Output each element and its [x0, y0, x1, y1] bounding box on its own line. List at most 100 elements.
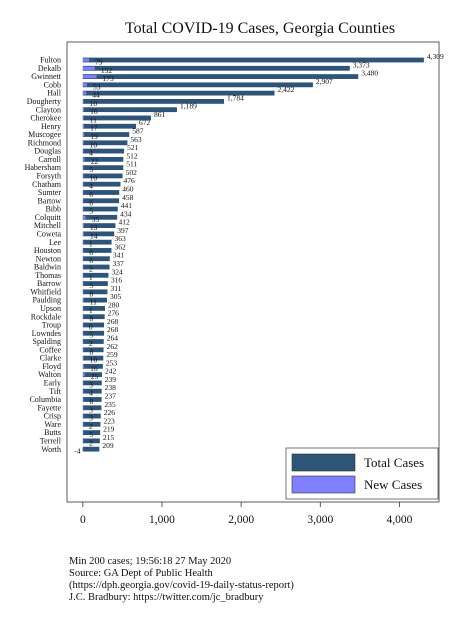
legend: Total Cases New Cases — [285, 447, 439, 500]
total-value-label: 476 — [124, 176, 136, 185]
category-label: Clayton — [36, 105, 61, 114]
category-label: Gwinnett — [31, 72, 62, 81]
new-value-label: 8 — [89, 397, 93, 406]
total-cases-bar — [82, 264, 110, 270]
total-cases-bar — [82, 223, 116, 228]
total-value-label: 434 — [120, 209, 131, 218]
total-value-label: 264 — [107, 334, 119, 343]
new-cases-bar — [82, 74, 97, 79]
total-value-label: 521 — [127, 143, 138, 152]
category-label: Floyd — [42, 362, 61, 371]
new-cases-bar — [82, 339, 84, 344]
x-tick-label: 0 — [80, 514, 86, 526]
new-cases-bar — [82, 447, 84, 451]
new-cases-bar — [82, 207, 84, 211]
new-value-label: 5 — [89, 430, 93, 439]
total-cases-bar — [82, 156, 124, 162]
new-cases-bar — [82, 124, 85, 128]
new-cases-bar — [82, 190, 84, 195]
new-value-label: 16 — [90, 107, 98, 116]
total-cases-bar — [82, 397, 102, 402]
total-value-label: 460 — [122, 184, 134, 193]
new-value-label: 8 — [89, 347, 93, 356]
plot-frame — [66, 41, 440, 503]
total-value-label: 262 — [107, 342, 119, 351]
total-cases-bar — [82, 82, 313, 88]
new-value-label: 2 — [89, 265, 93, 274]
chart-notes: Min 200 cases; 19:56:18 27 May 2020 Sour… — [69, 556, 294, 604]
new-cases-bar — [82, 224, 84, 228]
category-label: Tift — [49, 387, 61, 396]
new-cases-bar — [82, 182, 84, 186]
total-value-label: 316 — [111, 276, 123, 285]
category-label: Newton — [36, 254, 61, 263]
new-value-label: 4 — [89, 149, 93, 158]
total-cases-bar — [82, 65, 350, 71]
new-value-label: 1 — [89, 240, 93, 249]
category-label: Fulton — [40, 56, 61, 65]
total-cases-bar — [82, 206, 118, 212]
category-label: Coweta — [37, 229, 62, 238]
new-cases-bar — [82, 240, 84, 244]
total-cases-bar — [82, 248, 112, 253]
new-cases-bar — [82, 91, 87, 95]
total-value-label: 280 — [108, 300, 120, 309]
total-value-label: 3,480 — [361, 69, 378, 78]
new-value-label: 5 — [89, 165, 93, 174]
total-value-label: 412 — [118, 218, 130, 227]
total-cases-bar — [82, 380, 102, 386]
total-cases-bar — [82, 214, 118, 220]
total-value-label: 242 — [105, 367, 117, 376]
total-cases-bar — [82, 74, 359, 79]
total-value-label: 397 — [117, 226, 129, 235]
new-cases-bar — [82, 174, 84, 178]
category-label: Henry — [41, 122, 61, 131]
total-cases-bar — [82, 355, 104, 361]
total-value-label: 311 — [110, 284, 121, 293]
total-value-label: 458 — [122, 193, 134, 202]
new-value-label: 2 — [89, 438, 93, 447]
new-value-label: 22 — [91, 157, 99, 166]
new-cases-bar — [82, 364, 85, 368]
total-cases-bar — [82, 421, 101, 427]
total-cases-bar — [82, 314, 105, 320]
new-cases-bar — [82, 257, 84, 261]
new-value-label: 3 — [89, 414, 93, 423]
new-value-label: 16 — [90, 364, 98, 373]
category-label: Hall — [47, 89, 62, 98]
new-cases-bar — [82, 66, 95, 70]
new-cases-bar — [82, 141, 84, 145]
new-cases-bar — [82, 157, 85, 161]
total-cases-bar — [82, 289, 108, 295]
total-value-label: 441 — [121, 201, 133, 210]
total-cases-bar — [82, 372, 102, 378]
new-value-label: 44 — [92, 91, 100, 100]
category-label: Early — [44, 379, 61, 388]
new-cases-bar — [82, 315, 84, 319]
category-label: Mitchell — [34, 221, 62, 230]
total-value-label: 268 — [107, 325, 119, 334]
category-label: Carroll — [38, 155, 61, 164]
new-cases-bar — [82, 149, 84, 153]
new-cases-bar — [82, 281, 84, 286]
total-value-label: 512 — [126, 151, 137, 160]
category-label: Bibb — [45, 205, 61, 214]
total-value-label: 1,784 — [227, 93, 244, 102]
new-cases-bar — [82, 132, 85, 137]
new-value-label: 10 — [90, 356, 98, 365]
new-cases-bar — [82, 306, 84, 310]
total-value-label: 219 — [103, 425, 115, 434]
note-author: J.C. Bradbury: https://twitter.com/jc_br… — [69, 592, 264, 603]
new-value-label: 152 — [101, 66, 113, 75]
new-value-label: 0 — [89, 322, 93, 331]
total-value-label: 587 — [132, 127, 144, 136]
total-cases-bar — [82, 322, 105, 328]
total-value-label: 237 — [105, 391, 117, 400]
total-value-label: 341 — [113, 251, 125, 260]
new-cases-bar — [82, 439, 84, 443]
new-value-label: 8 — [89, 314, 93, 323]
total-cases-bar — [82, 413, 101, 419]
category-label: Chatham — [32, 180, 62, 189]
total-value-label: 502 — [126, 168, 138, 177]
